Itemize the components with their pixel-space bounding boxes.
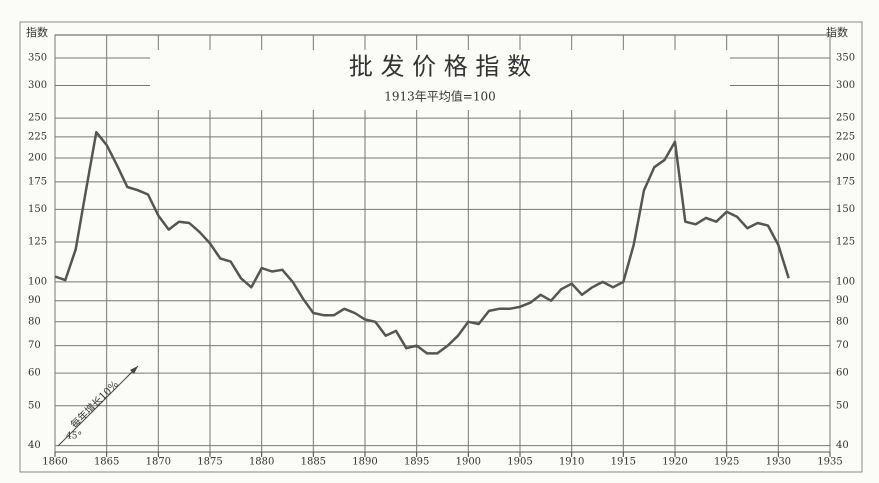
y-tick-label-right: 175 — [836, 176, 855, 187]
y-tick-label: 125 — [28, 236, 47, 247]
x-tick-label: 1910 — [559, 457, 584, 468]
y-tick-label: 350 — [28, 52, 47, 63]
y-tick-label-right: 125 — [836, 236, 855, 247]
y-tick-label: 100 — [28, 276, 47, 287]
y-tick-label: 40 — [28, 440, 41, 451]
y-tick-label: 150 — [28, 204, 47, 215]
y-tick-label-right: 70 — [836, 340, 849, 351]
angle-annotation: 45° — [66, 432, 82, 442]
growth-annotation: 每年增长10% — [68, 378, 121, 431]
y-tick-label: 70 — [28, 340, 41, 351]
x-tick-label: 1885 — [301, 457, 326, 468]
chart-subtitle: 1913年平均值=100 — [384, 89, 496, 104]
x-tick-label: 1880 — [249, 457, 274, 468]
y-tick-label: 200 — [28, 152, 47, 163]
y-tick-label-right: 80 — [836, 316, 849, 327]
y-tick-label-right: 150 — [836, 204, 855, 215]
y-axis-label: 指数 — [26, 25, 48, 39]
y-tick-label: 50 — [28, 400, 41, 411]
y-tick-label: 300 — [28, 80, 47, 91]
y-tick-label: 90 — [28, 295, 41, 306]
x-tick-label: 1930 — [766, 457, 791, 468]
y-tick-label: 225 — [28, 131, 47, 142]
arrow-head — [130, 366, 138, 374]
x-tick-label: 1925 — [714, 457, 739, 468]
x-tick-label: 1865 — [94, 457, 119, 468]
x-tick-label: 1870 — [146, 457, 171, 468]
y-tick-label: 250 — [28, 113, 47, 124]
x-tick-label: 1915 — [611, 457, 636, 468]
x-tick-label: 1895 — [404, 457, 429, 468]
y-tick-label-right: 200 — [836, 152, 855, 163]
title-backdrop — [150, 50, 730, 110]
y-tick-label-right: 100 — [836, 276, 855, 287]
y-tick-label: 60 — [28, 368, 41, 379]
y-tick-label-right: 60 — [836, 368, 849, 379]
y-tick-label-right: 50 — [836, 400, 849, 411]
y-tick-label: 80 — [28, 316, 41, 327]
y-tick-label-right: 250 — [836, 113, 855, 124]
x-tick-label: 1905 — [507, 457, 532, 468]
data-line — [54, 130, 790, 355]
growth-arrow — [57, 365, 139, 447]
x-tick-label: 1875 — [197, 457, 222, 468]
y-tick-label-right: 90 — [836, 295, 849, 306]
y-axis-label-right: 指数 — [826, 25, 848, 39]
x-tick-label: 1890 — [352, 457, 377, 468]
y-tick-label-right: 300 — [836, 80, 855, 91]
y-tick-label: 175 — [28, 176, 47, 187]
y-tick-label-right: 40 — [836, 440, 849, 451]
x-tick-label: 1935 — [817, 457, 842, 468]
x-tick-label: 1860 — [42, 457, 67, 468]
chart-title: 批 发 价 格 指 数 — [349, 53, 531, 81]
y-tick-label-right: 350 — [836, 52, 855, 63]
x-tick-label: 1920 — [662, 457, 687, 468]
y-tick-label-right: 225 — [836, 131, 855, 142]
outer-frame — [19, 21, 863, 473]
x-tick-label: 1900 — [456, 457, 481, 468]
